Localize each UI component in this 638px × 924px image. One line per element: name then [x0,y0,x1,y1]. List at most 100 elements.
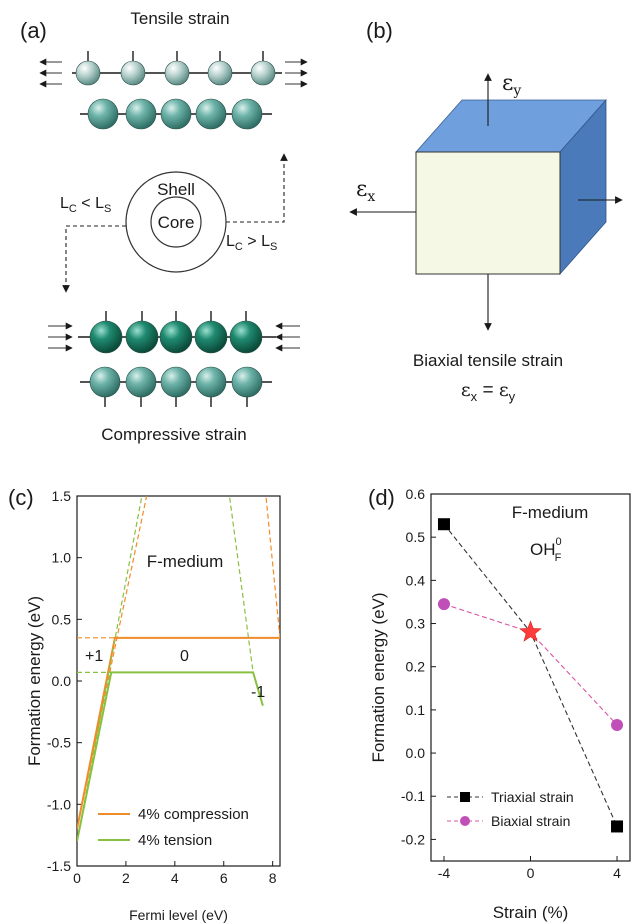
panel-b: (b) εy εx Biaxial tensile strain εx = εy [349,18,623,404]
legend-label-biaxial: Biaxial strain [491,813,570,829]
substrate-atom-chain-top [80,98,272,130]
epsilon-y-label: εy [502,71,521,99]
panel-d: (d) -4 0 4 -0.2 -0.1 0.0 0.1 0.2 0.3 0.4 0.5 0.6 Str… [368,485,631,922]
series-compression-dashed-line [265,496,280,638]
tensile-atom [207,60,233,86]
condition-lc-less-ls: LC < LS [60,195,111,215]
bottom-substrate-atom [125,366,157,398]
series-compression-line [77,636,280,830]
tensile-atom-chain [72,51,282,86]
defect-label: OH0 F [530,536,562,564]
top-substrate-atom [231,98,263,130]
dashed-arrow-left [62,225,126,293]
chart-c-x-tick-label: 0 [73,870,81,886]
chart-d-y-tick-label: -0.1 [401,788,425,804]
top-substrate-atom [195,98,227,130]
tensile-arrows-right [285,58,308,88]
condition-lc-greater-ls: LC > LS [226,233,277,253]
dashed-arrow-right [226,153,288,223]
chart-c-y-tick-label: -0.5 [47,735,71,751]
series-tension-line [77,671,264,842]
chart-d-x-tick-label: 4 [613,865,621,881]
series-tension-dashed-line [228,496,254,673]
chart-c-y-tick-label: -1.5 [47,858,71,874]
bottom-substrate-atom [195,366,227,398]
chart-d-y-tick-label: 0.5 [406,529,426,545]
chart-d-y-tick-label: 0.3 [406,616,426,632]
chart-c-x-tick-label: 2 [122,870,130,886]
charge-label-minus1: -1 [251,684,265,701]
chart-d-plot-area: -4 0 4 -0.2 -0.1 0.0 0.1 0.2 0.3 0.4 0.5 0.6 Strain … [369,486,631,922]
charge-label-plus1: +1 [85,648,103,665]
chart-c-y-tick-label: 1.5 [52,488,72,504]
tensile-atom [164,60,190,86]
chart-d-y-axis-label: Formation energy (eV) [369,592,388,762]
compressive-atom [229,320,263,354]
chart-d-y-tick-label: 0.1 [406,702,426,718]
chart-c-y-tick-label: 0.5 [52,611,72,627]
series-triaxial-point [437,518,450,531]
chart-c-annotation: F-medium [147,552,224,571]
top-substrate-atom [160,98,192,130]
compressive-atom [125,320,159,354]
chart-d-y-tick-label: 0.4 [406,572,426,588]
legend-label-tension: 4% tension [138,832,212,849]
legend-marker-triaxial [460,792,470,802]
chart-d-y-tick-label: -0.2 [401,831,425,847]
chart-d-annotation: F-medium [512,503,589,522]
epsilon-x-label: εx [356,177,375,205]
shell-label: Shell [157,180,195,199]
chart-c-x-tick-label: 4 [171,870,179,886]
chart-d-x-tick-label: 0 [527,865,535,881]
core-circle [150,196,202,248]
chart-c-x-tick-label: 6 [220,870,228,886]
chart-c-x-tick-label: 8 [269,870,277,886]
compressive-atom [194,320,228,354]
chart-c-y-tick-label: 1.0 [52,550,72,566]
panel-b-label: (b) [366,18,393,43]
chart-d-x-axis-label: Strain (%) [493,903,569,922]
chart-d-y-tick-label: 0.2 [406,659,426,675]
panel-d-label: (d) [368,485,395,510]
legend-label-compression: 4% compression [138,806,249,823]
chart-c-plot-area: 0 2 4 6 8 -1.5 -1.0 -0.5 0.0 0.5 1.0 1.5 Fermi level… [25,488,281,923]
bottom-substrate-atom [231,366,263,398]
tensile-atom [250,60,276,86]
compressive-arrows-right [275,322,300,352]
series-triaxial-point [611,820,624,833]
chart-d-x-tick-label: -4 [438,865,451,881]
chart-c-y-tick-label: -1.0 [47,796,71,812]
compressive-atom [89,320,123,354]
biaxial-caption: Biaxial tensile strain [413,351,563,370]
series-biaxial-point [611,718,624,731]
legend-label-triaxial: Triaxial strain [491,789,574,805]
series-triaxial-line [443,523,618,827]
legend-marker-biaxial [460,816,470,826]
bottom-substrate-atom [89,366,121,398]
top-substrate-atom [125,98,157,130]
charge-label-0: 0 [180,648,189,665]
panel-c-label: (c) [8,485,34,510]
chart-d-y-tick-label: 0.0 [406,745,426,761]
compressive-atom [159,320,193,354]
compressive-arrows-left [48,322,73,352]
bottom-substrate-atom [160,366,192,398]
panel-a-label: (a) [20,18,47,43]
compressive-atom-chain [78,311,276,354]
tensile-strain-title: Tensile strain [130,9,229,28]
series-biaxial-point [437,598,450,611]
core-label: Core [158,213,195,232]
tensile-atom [120,60,146,86]
chart-c-x-axis-label: Fermi level (eV) [129,907,228,923]
chart-c-y-axis-label: Formation energy (eV) [25,596,44,766]
tensile-atom [75,60,101,86]
chart-d-y-tick-label: 0.6 [406,486,426,502]
panel-a: (a) Tensile strain Shell Core LC < LS LC… [20,9,308,444]
substrate-atom-chain-bottom [80,366,272,407]
panel-c: (c) 0 2 4 6 8 -1.5 -1.0 -0.5 0.0 0.5 1.0 1.5 Fermi l… [8,485,281,923]
tensile-arrows-left [39,58,62,88]
top-substrate-atom [87,98,119,130]
chart-c-y-tick-label: 0.0 [52,673,72,689]
cube-front-face [415,151,561,275]
